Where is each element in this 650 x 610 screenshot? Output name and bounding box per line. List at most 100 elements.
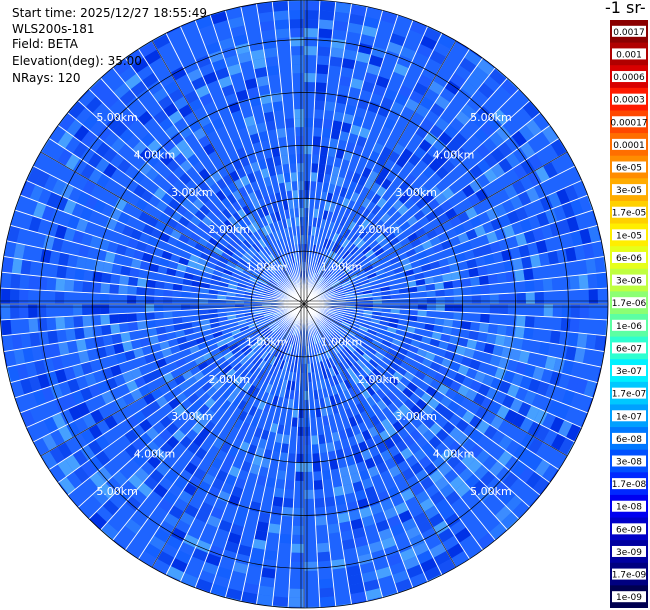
range-gate-cell xyxy=(283,256,289,266)
elevation-text: Elevation(deg): 35.00 xyxy=(12,54,142,68)
range-gate-cell xyxy=(433,274,444,284)
range-gate-cell xyxy=(579,304,589,319)
ray-separator xyxy=(48,138,305,305)
range-gate-cell xyxy=(324,287,334,294)
range-gate-cell xyxy=(261,206,270,217)
range-gate-cell xyxy=(192,127,207,141)
range-gate-cell xyxy=(426,297,436,304)
range-gate-cell xyxy=(435,304,445,312)
range-gate-cell xyxy=(509,195,524,210)
range-gate-cell xyxy=(594,334,606,351)
range-gate-cell xyxy=(314,91,326,102)
range-gate-cell xyxy=(399,257,411,267)
range-gate-cell xyxy=(251,220,261,232)
range-gate-cell xyxy=(435,289,445,297)
range-gate-cell xyxy=(449,72,466,88)
range-gate-cell xyxy=(341,348,351,358)
range-gate-cell xyxy=(429,409,442,423)
range-gate-cell xyxy=(357,498,370,510)
range-gate-cell xyxy=(265,477,277,488)
range-gate-cell xyxy=(78,350,90,364)
range-gate-cell xyxy=(199,287,210,294)
range-gate-cell xyxy=(518,466,535,484)
range-gate-cell xyxy=(518,89,530,101)
range-gate-cell xyxy=(464,49,482,66)
range-gate-cell xyxy=(127,276,139,287)
range-gate-cell xyxy=(515,361,528,376)
range-gate-cell xyxy=(343,389,352,400)
ray-separator xyxy=(303,303,399,594)
range-gate-cell xyxy=(72,364,85,379)
range-ring-label: 5.00km xyxy=(96,485,138,498)
range-gate-cell xyxy=(255,122,267,134)
range-gate-cell xyxy=(231,252,241,262)
range-gate-cell xyxy=(323,317,332,324)
range-gate-cell xyxy=(426,290,436,298)
range-gate-cell xyxy=(512,412,526,429)
range-gate-cell xyxy=(288,154,297,164)
colorbar-tick-label: 1e-09 xyxy=(616,593,642,603)
ray-separator xyxy=(287,0,305,305)
range-gate-cell xyxy=(248,191,258,203)
range-gate-cell xyxy=(359,506,373,519)
range-gate-cell xyxy=(166,185,179,199)
range-gate-cell xyxy=(260,457,271,469)
range-gate-cell xyxy=(335,148,345,160)
range-gate-cell xyxy=(335,269,344,278)
range-gate-cell xyxy=(295,136,304,146)
ray-separator xyxy=(303,303,608,321)
range-gate-cell xyxy=(363,579,381,592)
range-gate-cell xyxy=(295,462,304,472)
range-gate-cell xyxy=(243,582,260,595)
range-gate-cell xyxy=(350,78,364,90)
range-gate-cell xyxy=(351,223,361,234)
range-gate-cell xyxy=(328,367,336,377)
range-gate-cell xyxy=(566,441,575,456)
range-gate-cell xyxy=(82,315,93,328)
ray-separator xyxy=(303,138,560,305)
range-gate-cell xyxy=(471,294,481,304)
range-gate-cell xyxy=(415,278,426,286)
range-gate-cell xyxy=(80,444,96,461)
range-gate-cell xyxy=(437,34,456,50)
range-gate-cell xyxy=(117,158,132,174)
range-ring-label: 4.00km xyxy=(134,148,176,161)
range-gate-cell xyxy=(222,332,233,340)
range-gate-cell xyxy=(319,256,325,266)
range-gate-cell xyxy=(256,208,265,219)
range-gate-cell xyxy=(279,360,286,370)
range-gate-cell xyxy=(353,236,363,246)
range-gate-cell xyxy=(11,334,23,350)
range-gate-cell xyxy=(113,82,130,99)
range-gate-cell xyxy=(391,338,403,347)
range-gate-cell xyxy=(367,465,380,478)
range-gate-cell xyxy=(352,384,362,395)
range-gate-cell xyxy=(271,324,280,333)
ray-separator xyxy=(271,303,305,607)
range-gate-cell xyxy=(518,124,535,142)
range-gate-cell xyxy=(75,218,89,233)
range-gate-cell xyxy=(218,37,235,51)
range-gate-cell xyxy=(68,405,83,422)
range-gate-cell xyxy=(543,161,558,179)
range-gate-cell xyxy=(292,525,304,535)
range-gate-cell xyxy=(341,538,356,550)
range-gate-cell xyxy=(276,127,287,139)
range-gate-cell xyxy=(296,444,304,454)
range-gate-cell xyxy=(483,342,495,355)
range-gate-cell xyxy=(149,535,166,551)
range-gate-cell xyxy=(280,341,287,351)
range-gate-cell xyxy=(197,221,209,232)
range-gate-cell xyxy=(199,93,214,107)
range-gate-cell xyxy=(535,166,550,183)
range-gate-cell xyxy=(82,304,92,316)
range-gate-cell xyxy=(221,185,232,198)
range-gate-cell xyxy=(57,131,74,149)
colorbar-title: -1 sr- xyxy=(605,0,646,17)
range-gate-cell xyxy=(266,393,275,404)
ray-separator xyxy=(303,6,368,305)
range-gate-cell xyxy=(261,567,277,579)
range-gate-cell xyxy=(284,276,291,285)
range-gate-cell xyxy=(316,64,329,75)
range-gate-cell xyxy=(202,71,218,85)
